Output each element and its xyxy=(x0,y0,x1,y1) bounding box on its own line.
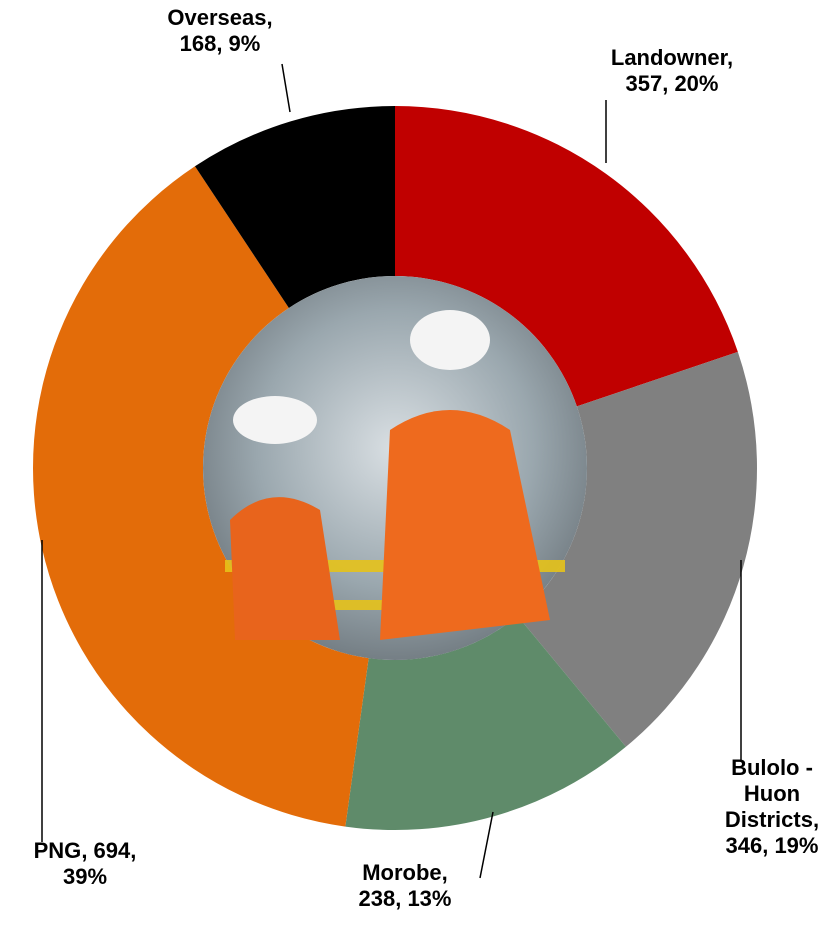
donut-segment xyxy=(517,351,757,747)
value-label: , 694, 39% xyxy=(62,838,137,889)
category-label: Morobe xyxy=(362,860,442,885)
data-label: Landowner, 357, 20% xyxy=(602,45,742,97)
value-label: , 168, 9% xyxy=(179,5,273,56)
category-label: Bulolo - Huon Districts xyxy=(724,755,813,832)
center-photo xyxy=(203,276,587,660)
category-label: PNG xyxy=(33,838,82,863)
data-label: Bulolo - Huon Districts, 346, 19% xyxy=(710,755,835,859)
data-label: PNG, 694, 39% xyxy=(15,838,155,890)
donut-segment xyxy=(194,106,395,308)
data-label: Overseas, 168, 9% xyxy=(158,5,283,57)
value-label: , 357, 20% xyxy=(625,45,734,96)
donut-segment xyxy=(33,166,369,827)
leader-line xyxy=(479,811,494,879)
category-label: Overseas xyxy=(167,5,267,30)
donut-segment xyxy=(345,615,626,830)
value-label: , 346, 19% xyxy=(725,807,820,858)
category-label: Landowner xyxy=(610,45,727,70)
leader-line xyxy=(281,63,291,113)
donut-segment xyxy=(395,106,738,407)
value-label: , 238, 13% xyxy=(358,860,452,911)
data-label: Morobe, 238, 13% xyxy=(345,860,465,912)
